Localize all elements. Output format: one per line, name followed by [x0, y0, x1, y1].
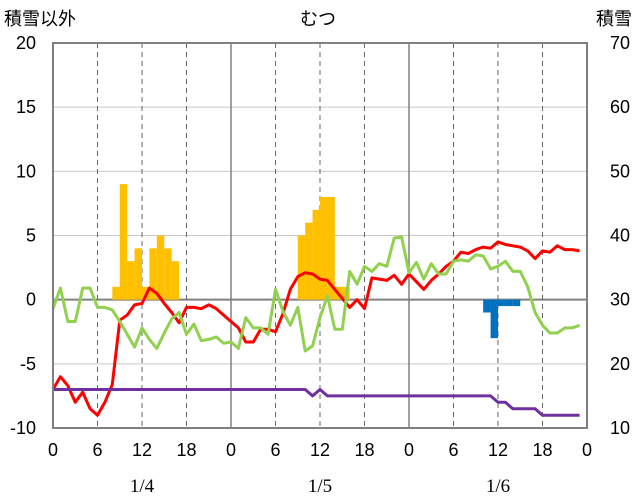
y-tick-label: 0: [26, 290, 36, 310]
bar: [505, 299, 513, 307]
y-tick-label: -10: [10, 418, 36, 438]
bar: [134, 248, 142, 300]
bar: [483, 299, 491, 313]
bar: [498, 299, 506, 307]
y2-tick-label: 20: [610, 354, 630, 374]
bar: [112, 286, 120, 300]
bar: [312, 209, 320, 300]
x-tick-label: 6: [448, 440, 458, 460]
bar: [156, 235, 165, 300]
y2-tick-label: 10: [610, 418, 630, 438]
date-label: 1/5: [308, 476, 332, 497]
date-label: 1/4: [130, 476, 155, 497]
x-tick-label: 18: [354, 440, 374, 460]
bar: [119, 184, 128, 300]
bar: [297, 235, 306, 300]
y-tick-label: 5: [26, 226, 36, 246]
x-tick-label: 6: [270, 440, 280, 460]
x-tick-label: 12: [132, 440, 152, 460]
y-tick-label: 20: [16, 33, 36, 53]
bar: [164, 248, 172, 300]
y-tick-label: 15: [16, 97, 36, 117]
y-tick-label: 10: [16, 161, 36, 181]
series-line: [51, 235, 581, 353]
y2-tick-label: 50: [610, 161, 630, 181]
x-tick-label: 6: [92, 440, 102, 460]
bar: [320, 197, 328, 300]
bar: [327, 197, 335, 300]
series-lines: [51, 235, 581, 417]
x-tick-label: 12: [488, 440, 508, 460]
x-tick-label: 0: [404, 440, 414, 460]
y-tick-label: -5: [20, 354, 36, 374]
x-tick-label: 18: [176, 440, 196, 460]
plot-frame: [52, 42, 588, 429]
bar: [127, 261, 135, 300]
y2-tick-label: 30: [610, 290, 630, 310]
series-line: [53, 388, 580, 417]
x-tick-label: 0: [48, 440, 58, 460]
left-axis-label: 積雪以外: [4, 9, 76, 30]
bar: [305, 222, 313, 300]
bar: [149, 248, 157, 300]
bar: [490, 299, 498, 339]
series-line: [51, 240, 580, 417]
date-label: 1/6: [486, 476, 510, 497]
x-tick-label: 18: [532, 440, 552, 460]
x-tick-label: 12: [310, 440, 330, 460]
y2-tick-label: 70: [610, 33, 630, 53]
right-axis-label: 積雪: [596, 9, 632, 30]
x-tick-label: 0: [226, 440, 236, 460]
bar: [512, 299, 521, 307]
chart-title: むつ: [300, 9, 336, 30]
y2-tick-label: 60: [610, 97, 630, 117]
x-tick-label: 0: [582, 440, 592, 460]
bar: [171, 261, 180, 300]
y2-tick-label: 40: [610, 226, 630, 246]
